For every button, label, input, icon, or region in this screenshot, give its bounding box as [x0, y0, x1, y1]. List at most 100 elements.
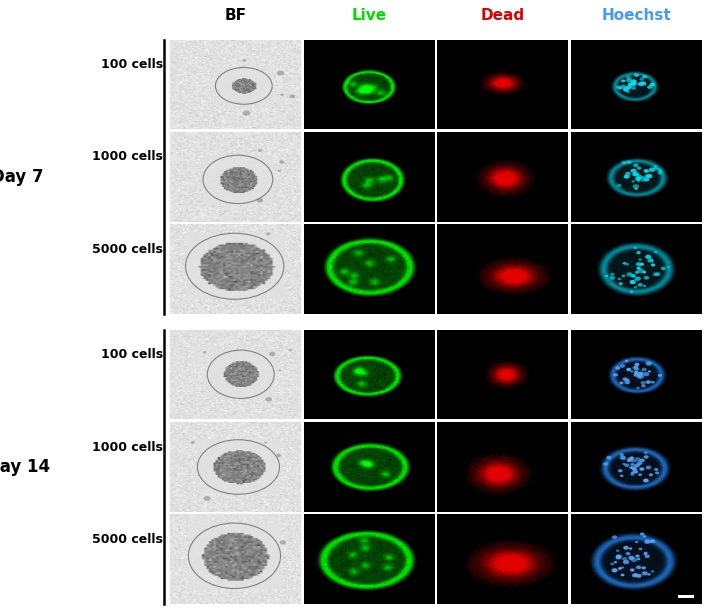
Bar: [679, 595, 694, 598]
Circle shape: [632, 467, 637, 471]
Text: 5000 cells: 5000 cells: [92, 243, 163, 256]
Circle shape: [642, 176, 645, 179]
Circle shape: [636, 262, 642, 266]
Circle shape: [616, 85, 620, 89]
Circle shape: [633, 163, 639, 167]
Circle shape: [631, 82, 637, 86]
Circle shape: [634, 73, 639, 77]
Circle shape: [622, 274, 625, 277]
Circle shape: [635, 554, 640, 558]
Text: Live: Live: [352, 7, 387, 23]
Circle shape: [640, 459, 644, 462]
Circle shape: [637, 375, 642, 379]
Circle shape: [620, 455, 625, 459]
Circle shape: [638, 371, 644, 375]
Circle shape: [650, 259, 654, 262]
Circle shape: [635, 173, 640, 176]
Circle shape: [628, 556, 635, 560]
Circle shape: [627, 459, 631, 462]
Circle shape: [657, 171, 663, 174]
Circle shape: [635, 458, 641, 461]
Circle shape: [191, 441, 195, 444]
Circle shape: [627, 85, 632, 89]
Circle shape: [627, 272, 633, 276]
Circle shape: [610, 276, 615, 280]
Circle shape: [650, 83, 655, 86]
Circle shape: [637, 283, 643, 287]
Circle shape: [647, 573, 651, 576]
Circle shape: [631, 472, 635, 474]
Circle shape: [634, 367, 640, 371]
Circle shape: [631, 79, 636, 83]
Circle shape: [279, 540, 286, 544]
Circle shape: [630, 290, 633, 293]
Circle shape: [636, 574, 642, 578]
Circle shape: [642, 571, 648, 575]
Circle shape: [625, 360, 628, 362]
Circle shape: [627, 458, 633, 462]
Circle shape: [644, 178, 649, 181]
Circle shape: [620, 456, 626, 460]
Circle shape: [654, 165, 657, 168]
Circle shape: [655, 272, 660, 276]
Circle shape: [636, 251, 641, 254]
Circle shape: [637, 558, 640, 561]
Circle shape: [630, 466, 637, 470]
Circle shape: [279, 160, 284, 164]
Circle shape: [266, 232, 270, 235]
Circle shape: [620, 364, 625, 368]
Circle shape: [641, 384, 646, 387]
Circle shape: [644, 276, 649, 279]
Circle shape: [640, 533, 644, 536]
Circle shape: [635, 188, 638, 190]
Circle shape: [203, 496, 211, 501]
Text: Day 7: Day 7: [0, 168, 44, 186]
Circle shape: [635, 178, 640, 181]
Circle shape: [640, 467, 644, 471]
Circle shape: [656, 168, 660, 170]
Circle shape: [638, 258, 642, 260]
Circle shape: [623, 378, 628, 381]
Circle shape: [277, 71, 284, 76]
Text: Day 14: Day 14: [0, 458, 50, 476]
Text: Dead: Dead: [481, 7, 525, 23]
Circle shape: [642, 76, 646, 78]
Circle shape: [631, 274, 636, 278]
Circle shape: [640, 381, 646, 385]
Circle shape: [649, 168, 655, 172]
Circle shape: [622, 557, 627, 561]
Circle shape: [666, 266, 670, 268]
Circle shape: [257, 198, 263, 203]
Circle shape: [651, 381, 654, 384]
Circle shape: [605, 274, 608, 278]
Circle shape: [638, 82, 644, 86]
Circle shape: [279, 370, 281, 371]
Circle shape: [630, 280, 636, 284]
Circle shape: [277, 454, 281, 457]
Circle shape: [644, 76, 648, 78]
Circle shape: [610, 273, 615, 276]
Circle shape: [646, 465, 652, 470]
Circle shape: [637, 268, 644, 273]
Circle shape: [632, 173, 639, 176]
Circle shape: [640, 77, 644, 81]
Circle shape: [625, 171, 631, 176]
Circle shape: [280, 93, 284, 96]
Circle shape: [661, 267, 666, 270]
Circle shape: [632, 82, 635, 85]
Circle shape: [618, 469, 623, 472]
Circle shape: [634, 371, 639, 374]
Circle shape: [631, 79, 637, 84]
Circle shape: [637, 372, 643, 376]
Circle shape: [623, 88, 628, 92]
Circle shape: [635, 541, 638, 543]
Circle shape: [640, 81, 646, 85]
Circle shape: [626, 160, 632, 164]
Circle shape: [642, 535, 646, 537]
Circle shape: [618, 567, 622, 570]
Circle shape: [644, 174, 651, 178]
Circle shape: [654, 251, 657, 253]
Text: 1000 cells: 1000 cells: [92, 440, 163, 454]
Circle shape: [634, 286, 637, 289]
Circle shape: [637, 167, 642, 170]
